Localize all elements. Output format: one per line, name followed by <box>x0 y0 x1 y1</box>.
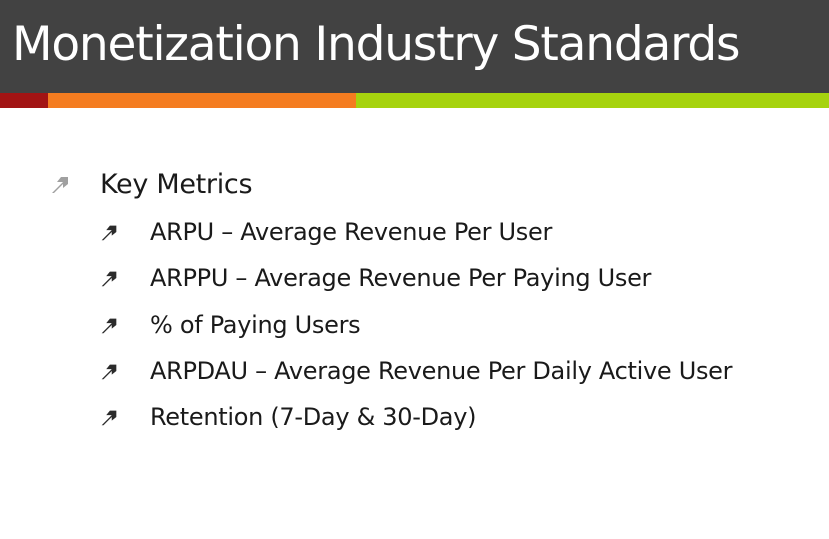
arrow-up-right-icon <box>48 172 72 196</box>
slide-title: Monetization Industry Standards <box>12 17 741 72</box>
arrow-up-right-icon <box>98 314 120 336</box>
accent-stripe-green <box>356 93 829 108</box>
bullet-paying-users: % of Paying Users <box>98 307 361 343</box>
bullet-retention: Retention (7-Day & 30-Day) <box>98 399 476 435</box>
accent-stripe <box>0 93 829 108</box>
bullet-label: % of Paying Users <box>150 311 361 339</box>
bullet-label: ARPDAU – Average Revenue Per Daily Activ… <box>150 357 733 385</box>
bullet-label: ARPPU – Average Revenue Per Paying User <box>150 264 652 292</box>
bullet-label: Retention (7-Day & 30-Day) <box>150 403 477 431</box>
bullet-key-metrics: Key Metrics <box>48 164 253 204</box>
bullet-arppu: ARPPU – Average Revenue Per Paying User <box>98 260 651 296</box>
title-bar: Monetization Industry Standards <box>0 0 829 93</box>
arrow-up-right-icon <box>98 221 120 243</box>
accent-stripe-orange <box>48 93 356 108</box>
bullet-label: Key Metrics <box>100 168 253 200</box>
arrow-up-right-icon <box>98 406 120 428</box>
bullet-arpdau: ARPDAU – Average Revenue Per Daily Activ… <box>98 353 733 389</box>
bullet-label: ARPU – Average Revenue Per User <box>150 218 553 246</box>
bullet-arpu: ARPU – Average Revenue Per User <box>98 214 552 250</box>
arrow-up-right-icon <box>98 360 120 382</box>
accent-stripe-red <box>0 93 48 108</box>
arrow-up-right-icon <box>98 267 120 289</box>
